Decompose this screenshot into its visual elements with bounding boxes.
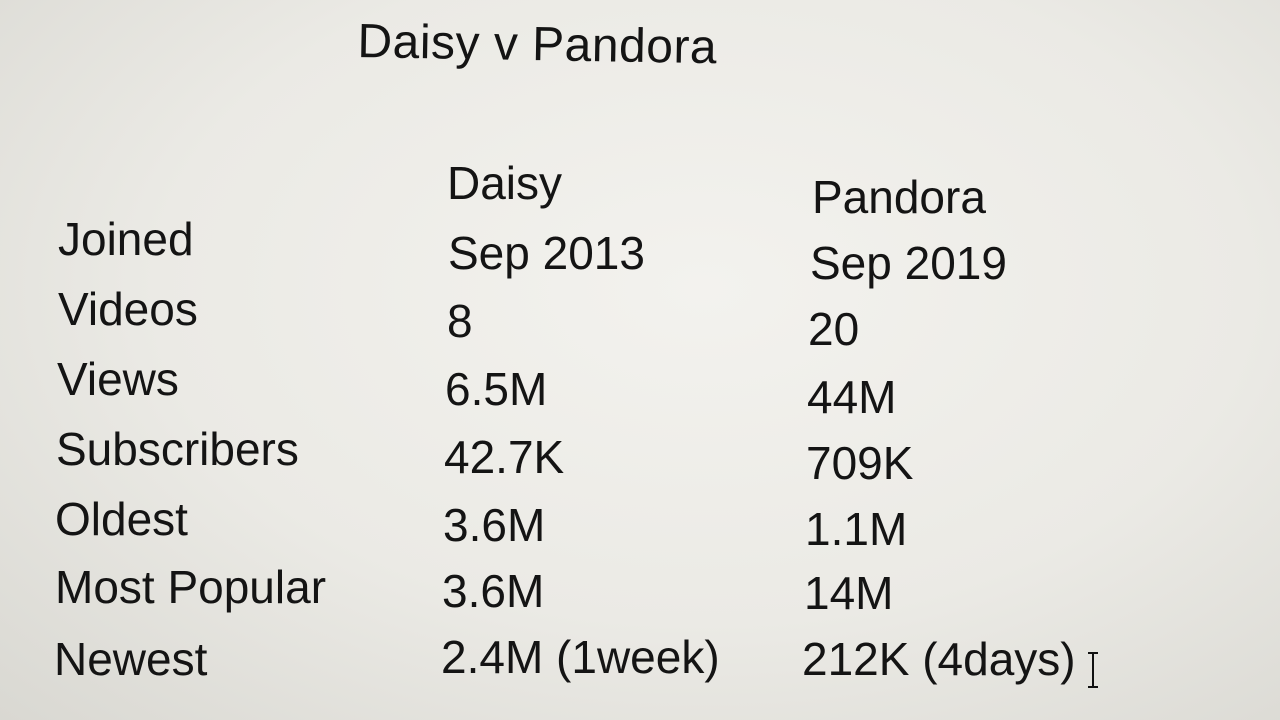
row-label-views: Views — [57, 353, 179, 405]
cell-daisy-videos: 8 — [447, 295, 473, 347]
cell-pandora-videos: 20 — [808, 303, 860, 355]
cell-pandora-views: 44M — [807, 371, 897, 423]
row-label-videos: Videos — [58, 283, 198, 335]
cell-daisy-subscribers: 42.7K — [444, 431, 565, 483]
page-title: Daisy v Pandora — [357, 14, 718, 75]
cell-pandora-newest: 212K (4days) — [802, 633, 1076, 685]
cell-daisy-oldest: 3.6M — [443, 499, 546, 551]
row-label-newest: Newest — [54, 633, 208, 685]
cell-pandora-joined: Sep 2019 — [810, 237, 1007, 289]
column-header-daisy: Daisy — [447, 157, 563, 209]
cell-daisy-joined: Sep 2013 — [448, 227, 645, 279]
cell-pandora-most-popular: 14M — [804, 567, 894, 619]
cell-daisy-most-popular: 3.6M — [442, 565, 545, 617]
column-header-pandora: Pandora — [812, 171, 986, 223]
cell-pandora-subscribers: 709K — [806, 437, 914, 489]
cell-daisy-views: 6.5M — [445, 363, 548, 415]
row-label-most-popular: Most Popular — [55, 561, 327, 613]
cell-pandora-oldest: 1.1M — [805, 503, 908, 555]
row-label-subscribers: Subscribers — [56, 423, 299, 475]
cell-daisy-newest: 2.4M (1week) — [441, 631, 720, 683]
row-label-joined: Joined — [58, 213, 194, 265]
text-cursor-icon — [1088, 652, 1098, 688]
row-label-oldest: Oldest — [55, 493, 188, 545]
